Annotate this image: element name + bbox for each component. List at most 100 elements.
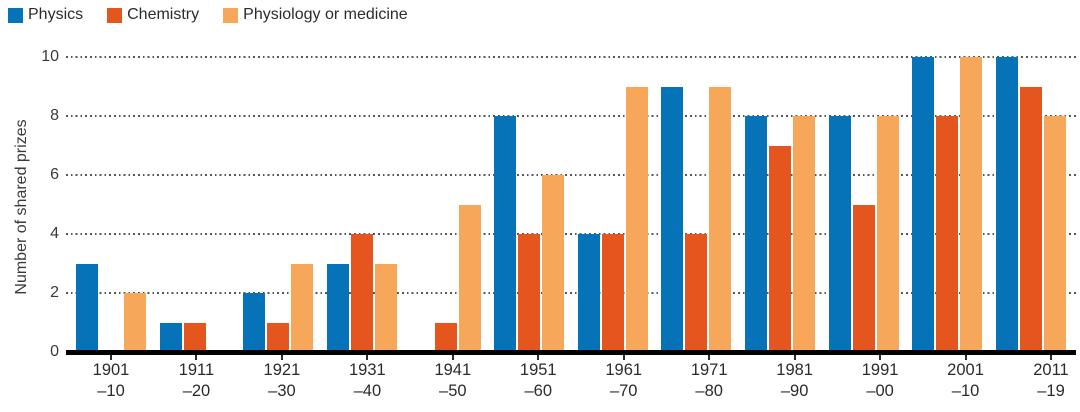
x-tick-label-line: 1931 [349,361,386,379]
bar-chemistry-1961 [601,234,624,352]
physiology-swatch-icon [223,7,239,23]
bar-group-2001 [912,57,983,352]
x-tick-label-line: –50 [439,382,467,400]
x-tick-mark [1049,355,1052,360]
legend-label-chemistry: Chemistry [127,6,200,23]
x-tick-1901: 1901 –10 [76,355,146,402]
bar-chemistry-1941 [434,322,457,352]
x-tick-1911: 1911 –20 [161,355,231,402]
y-tick-label-10: 10 [41,48,59,65]
x-tick-1941: 1941 –50 [418,355,488,402]
bar-physiology-2001 [960,57,983,352]
x-tick-label-line: –00 [866,382,894,400]
x-tick-label-line: 1911 [178,361,215,379]
gridline-y8 [66,115,1076,117]
bar-physiology-1961 [625,86,648,352]
gridline-y2 [66,292,1076,294]
x-tick-mark [451,355,454,360]
x-tick-mark [537,355,540,360]
bar-chemistry-2011 [1019,86,1042,352]
x-tick-label-line: –30 [268,382,296,400]
x-tick-mark [879,355,882,360]
x-tick-mark [793,355,796,360]
x-tick-label-line: –20 [182,382,211,400]
x-tick-label-line: 1981 [776,361,813,379]
bar-physics-2011 [995,57,1018,352]
bar-physics-1911 [159,322,182,352]
y-tick-label-4: 4 [50,225,59,242]
bar-physics-1901 [76,263,98,352]
y-tick-label-2: 2 [50,284,59,301]
x-tick-1951: 1951 –60 [503,355,573,402]
bar-group-1921 [243,57,314,352]
bar-chemistry-1981 [769,145,791,352]
x-tick-2011: 2011 –19 [1016,355,1080,402]
bar-group-1901 [76,57,146,352]
x-tick-1961: 1961 –70 [589,355,659,402]
bar-chemistry-1951 [518,234,541,352]
x-axis-line [66,350,1076,355]
bar-chemistry-1931 [350,234,373,352]
bar-physics-1961 [577,234,600,352]
x-tick-mark [708,355,711,360]
bar-group-1961 [577,57,648,352]
bar-physiology-1991 [876,116,899,352]
x-tick-label-line: –60 [524,382,553,400]
bar-group-1971 [661,57,732,352]
x-tick-1931: 1931 –40 [332,355,402,402]
x-tick-2001: 2001 –10 [931,355,1001,402]
x-tick-label-line: –70 [609,382,638,400]
bar-physics-1981 [745,116,767,352]
x-tick-label-line: –90 [780,382,809,400]
x-axis-labels: 1901 –10 1911 –20 1921 –30 1931 –40 1941 –50 1951 –… [66,355,1080,402]
gridline-y10 [66,56,1076,58]
x-tick-label-line: –40 [353,382,382,400]
bar-group-2011 [995,57,1066,352]
legend-item-physiology: Physiology or medicine [223,6,408,24]
x-tick-mark [366,355,369,360]
bar-chemistry-1971 [685,234,708,352]
gridline-y6 [66,174,1076,176]
x-tick-mark [195,355,198,360]
bar-group-1981 [745,57,815,352]
x-tick-mark [622,355,625,360]
y-tick-label-8: 8 [50,107,59,124]
bar-physiology-1921 [291,263,314,352]
x-tick-label-line: –10 [97,382,125,400]
x-tick-label-line: 1991 [861,361,899,379]
bar-group-1911 [159,57,230,352]
legend-item-physics: Physics [8,6,83,24]
bar-physiology-1951 [542,175,565,352]
bar-physics-1971 [661,86,684,352]
bar-chemistry-1991 [852,204,875,352]
x-tick-label-line: 2011 [1033,361,1069,379]
bar-physiology-1941 [458,204,481,352]
bar-group-1941 [411,57,481,352]
bar-group-1991 [828,57,899,352]
x-tick-label-line: 1941 [434,361,472,379]
x-tick-label-line: 1971 [690,361,728,379]
x-tick-1991: 1991 –00 [845,355,915,402]
x-tick-label-line: –10 [951,382,980,400]
bar-physics-1991 [828,116,851,352]
x-tick-label-line: –19 [1037,382,1065,400]
plot-area: 0 2 4 6 8 10 [41,48,1076,360]
bar-physics-1951 [494,116,517,352]
x-tick-label-line: 1901 [92,361,130,379]
bar-physics-1931 [326,263,349,352]
x-tick-label-line: 1951 [519,361,557,379]
bar-physiology-1931 [374,263,397,352]
x-tick-label-line: 1961 [605,361,643,379]
gridline-y4 [66,233,1076,235]
bar-group-1951 [494,57,565,352]
bar-physics-2001 [912,57,935,352]
x-tick-1981: 1981 –90 [760,355,830,402]
legend-label-physics: Physics [28,6,84,23]
x-tick-label-line: 1921 [263,361,301,379]
bar-physiology-1971 [709,86,732,352]
bar-group-1931 [326,57,397,352]
bar-groups [66,57,1076,352]
x-tick-1921: 1921 –30 [247,355,317,402]
x-tick-label-line: –80 [695,382,723,400]
